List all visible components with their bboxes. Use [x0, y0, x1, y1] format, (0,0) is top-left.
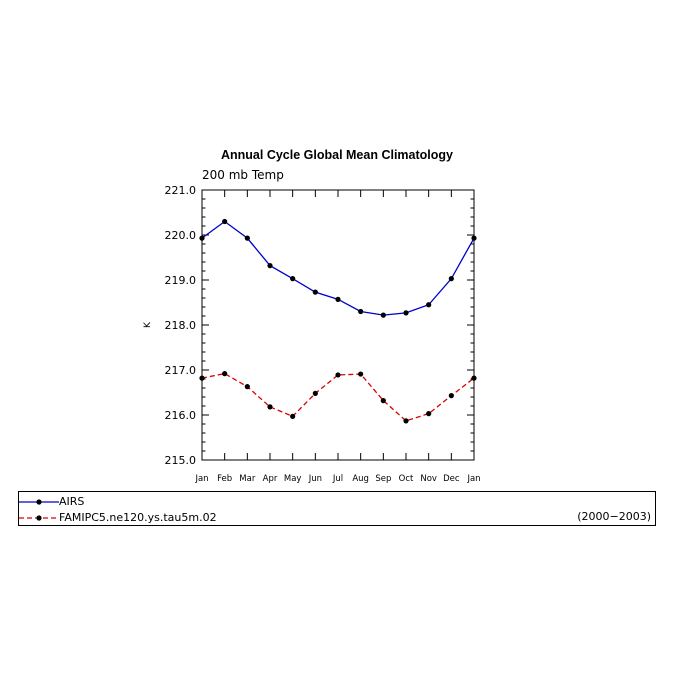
series-1-point [335, 372, 341, 378]
chart-title: Annual Cycle Global Mean Climatology [221, 148, 453, 162]
x-tick-label: Jul [332, 474, 343, 484]
x-tick-label: Feb [217, 474, 232, 484]
x-tick-label: Mar [239, 474, 256, 484]
y-tick-label: 216.0 [165, 409, 197, 422]
legend: AIRS FAMIPC5.ne120.ys.tau5m.02 (2000−200… [18, 491, 656, 526]
x-tick-label: Jan [194, 474, 208, 484]
series-0-point [358, 308, 364, 315]
series-1-point [267, 404, 273, 410]
series-0-point [426, 302, 432, 308]
series-0-point [312, 289, 318, 295]
series-0-point [244, 235, 250, 241]
legend-swatch-airs [19, 499, 59, 505]
y-tick-label: 221.0 [165, 184, 197, 197]
series-0-point [199, 235, 205, 241]
series-1-point [312, 390, 318, 396]
series-line-1 [201, 372, 475, 422]
legend-label-famipc5: FAMIPC5.ne120.ys.tau5m.02 [59, 511, 217, 524]
x-tick-label: Sep [375, 474, 391, 484]
x-tick-label: Oct [399, 474, 414, 484]
x-tick-label: Jan [466, 474, 480, 484]
series-0-point [335, 296, 341, 302]
legend-swatch-famipc5 [19, 515, 59, 521]
series-1-point [380, 398, 386, 404]
series-0-point [290, 276, 296, 282]
series-1-point [471, 375, 477, 381]
series-0-point [403, 310, 409, 316]
series-0-point [267, 263, 273, 269]
series-0-point [471, 235, 477, 241]
series-1-point [358, 371, 364, 377]
series-1-point [403, 418, 409, 424]
x-tick-label: Jun [308, 474, 322, 484]
x-tick-label: Nov [420, 474, 437, 484]
x-tick-label: Dec [443, 474, 460, 484]
y-tick-label: 220.0 [165, 229, 197, 242]
x-tick-label: Apr [263, 474, 278, 484]
legend-item-airs: AIRS [19, 494, 655, 510]
series-1-point [222, 371, 228, 377]
legend-years: (2000−2003) [577, 510, 651, 523]
chart-subtitle: 200 mb Temp [202, 168, 284, 182]
plot-frame [201, 189, 475, 461]
series-0-point [448, 276, 454, 282]
series-1-point [244, 384, 250, 390]
plot-area: 215.0 216.0 217.0 218.0 219.0 220.0 221.0 Jan Fe… [165, 184, 481, 484]
series-1-point [448, 393, 454, 399]
y-axis-label: K [143, 321, 153, 328]
y-tick-label: 218.0 [165, 319, 197, 332]
series-0-point [222, 218, 228, 225]
y-tick-label: 219.0 [165, 274, 197, 287]
series-1-point [199, 375, 205, 381]
y-tick-label: 215.0 [165, 454, 197, 467]
x-tick-label: May [284, 474, 302, 484]
x-tick-label: Aug [352, 474, 369, 484]
series-1-point [426, 411, 432, 417]
legend-label-airs: AIRS [59, 495, 85, 508]
y-tick-label: 217.0 [165, 364, 197, 377]
series-1-point [290, 413, 296, 419]
series-0-point [380, 312, 386, 318]
legend-item-famipc5: FAMIPC5.ne120.ys.tau5m.02 [19, 510, 655, 526]
